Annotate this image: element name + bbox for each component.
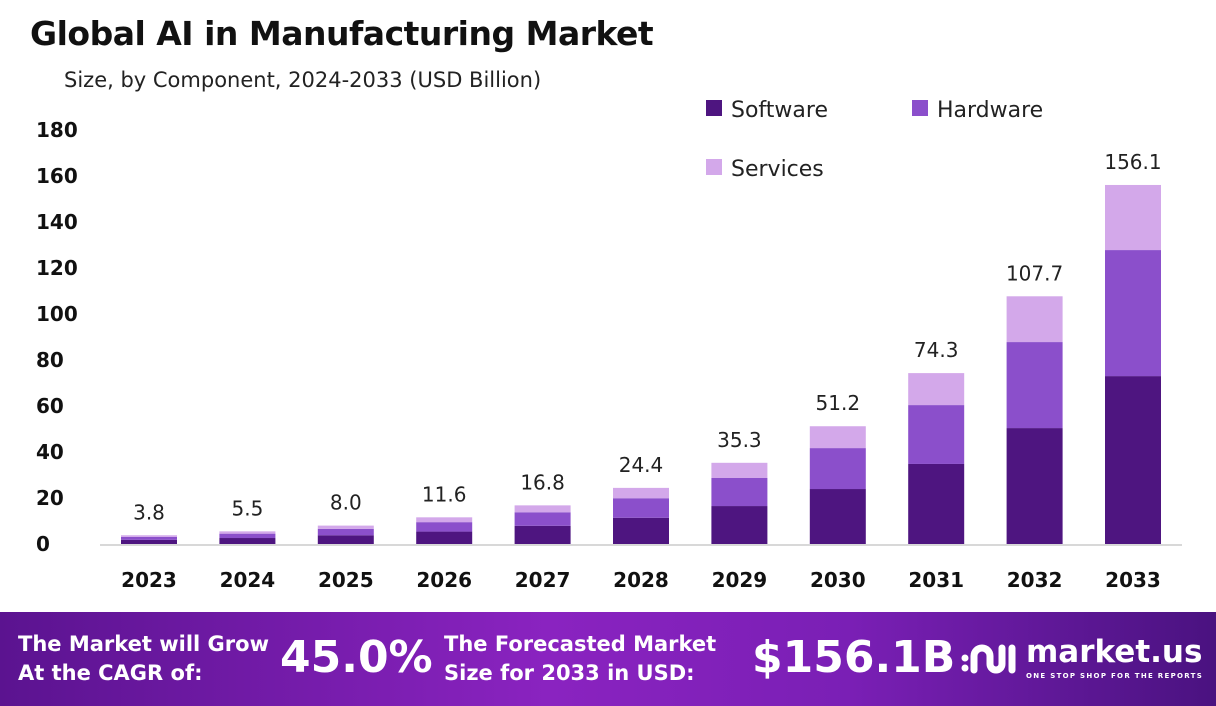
bar-segment-services [809,426,866,449]
y-tick-label: 60 [36,394,64,418]
cagr-label: The Market will Grow At the CAGR of: [18,630,269,688]
bar-segment-software [809,489,866,544]
total-data-label: 24.4 [619,453,664,477]
x-tick-label: 2026 [416,568,472,592]
logo-icon [961,644,1016,674]
x-tick-label: 2023 [121,568,177,592]
x-tick-label: 2024 [220,568,276,592]
forecast-label: The Forecasted Market Size for 2033 in U… [444,630,716,688]
legend-swatch-hardware [912,100,928,116]
bar-segment-hardware [1105,250,1161,377]
bar-segment-hardware [219,533,276,539]
bar-segment-software [317,535,374,544]
y-tick-label: 80 [36,348,64,372]
x-tick-label: 2032 [1007,568,1063,592]
x-tick-label: 2027 [515,568,571,592]
forecast-value: $156.1B [752,632,956,683]
bar-segment-hardware [416,522,473,532]
bar-segment-software [514,525,571,544]
bar-segment-software [1105,376,1161,544]
legend-label-hardware: Hardware [937,98,1043,123]
cagr-value: 45.0% [280,632,433,683]
bar-segment-hardware [809,448,866,490]
y-tick-label: 120 [36,256,78,280]
y-tick-label: 40 [36,440,64,464]
total-data-label: 51.2 [816,391,861,415]
cagr-label-line1: The Market will Grow [18,632,269,656]
bar-segment-services [416,517,473,523]
bar-segment-services [908,373,965,406]
x-tick-label: 2033 [1105,568,1161,592]
bar-segment-software [613,517,669,544]
bar-segment-services [1006,296,1063,343]
x-tick-label: 2028 [613,568,669,592]
bar-segment-services [317,525,374,529]
bar-segment-hardware [908,405,965,464]
total-data-label: 16.8 [520,470,565,494]
x-tick-label: 2029 [712,568,768,592]
legend-swatch-software [706,100,722,116]
chart-subtitle: Size, by Component, 2024-2033 (USD Billi… [64,68,542,92]
y-tick-label: 180 [36,118,78,142]
y-tick-label: 140 [36,210,78,234]
bar-segment-services [514,505,571,513]
bar-segment-software [219,538,276,544]
x-tick-label: 2025 [318,568,374,592]
y-tick-label: 20 [36,486,64,510]
bar-segment-hardware [317,528,374,536]
bar-segment-software [711,506,768,544]
bar-segment-services [121,535,177,537]
bar-segment-software [416,531,473,544]
chart-title: Global AI in Manufacturing Market [30,14,654,53]
bar-segment-hardware [514,512,571,526]
bar-segment-hardware [711,477,768,507]
y-tick-label: 160 [36,164,78,188]
total-data-label: 3.8 [133,500,165,524]
total-data-label: 5.5 [231,496,263,520]
bar-segment-hardware [121,536,177,540]
logo-tagline: ONE STOP SHOP FOR THE REPORTS [1026,672,1204,680]
logo-name: market.us [1026,634,1203,670]
y-tick-label: 100 [36,302,78,326]
y-tick-label: 0 [36,532,50,556]
forecast-label-line2: Size for 2033 in USD: [444,661,695,685]
forecast-label-line1: The Forecasted Market [444,632,717,656]
bar-segment-software [1006,428,1063,544]
legend-label-software: Software [731,98,828,123]
stacked-bar-chart: 0 20 40 60 80 100 120 140 160 180 3.8 2023 5.5 2024 8.… [36,98,1182,592]
bar-segment-services [613,487,669,499]
bar-segment-services [219,531,276,534]
total-data-label: 8.0 [330,491,362,515]
bar-segment-hardware [1006,342,1063,429]
x-tick-label: 2031 [908,568,964,592]
legend-label-services: Services [731,157,824,182]
total-data-label: 107.7 [1006,261,1063,285]
total-data-label: 156.1 [1104,150,1161,174]
bar-segment-services [1105,184,1161,251]
footer-banner: The Market will Grow At the CAGR of: 45.… [0,612,1216,706]
total-data-label: 74.3 [914,338,959,362]
total-data-label: 11.6 [422,482,467,506]
bar-segment-hardware [613,498,669,518]
x-tick-label: 2030 [810,568,866,592]
total-data-label: 35.3 [717,428,762,452]
cagr-label-line2: At the CAGR of: [18,661,203,685]
bar-segment-software [908,463,965,544]
bar-segment-software [121,539,177,544]
legend-swatch-services [706,159,722,175]
bar-segment-services [711,462,768,478]
